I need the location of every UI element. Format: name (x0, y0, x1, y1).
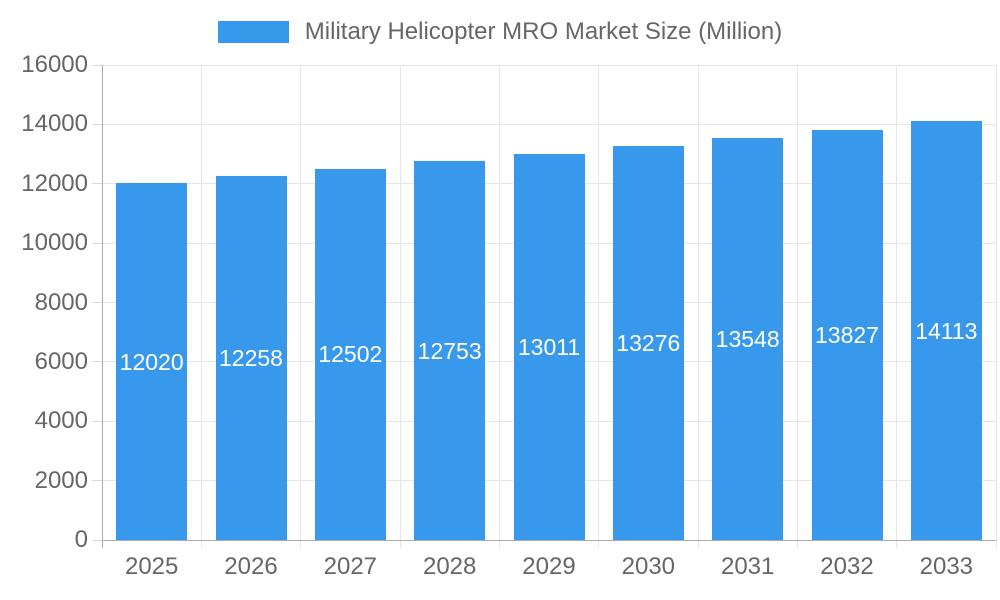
legend[interactable]: Military Helicopter MRO Market Size (Mil… (0, 18, 1000, 46)
x-tick-label: 2025 (124, 553, 179, 580)
x-boundary-gridline (796, 65, 798, 548)
bar-value-label: 13011 (517, 333, 581, 360)
y-tick-label: 14000 (21, 110, 88, 138)
x-boundary-gridline (200, 65, 202, 548)
bar-value-label: 14113 (915, 317, 978, 344)
y-tick-mark (92, 183, 102, 185)
legend-label: Military Helicopter MRO Market Size (Mil… (304, 18, 783, 45)
y-tick-mark (92, 361, 102, 363)
y-tick-mark (92, 302, 102, 303)
y-tick-mark (92, 539, 102, 541)
y-tick-mark (92, 64, 102, 66)
bar-value-label: 12753 (417, 337, 482, 364)
y-tick-label: 0 (74, 526, 88, 553)
x-boundary-gridline (598, 65, 600, 548)
x-tick-label: 2031 (720, 553, 775, 580)
y-tick-mark (92, 242, 102, 244)
legend-swatch-icon (217, 21, 289, 43)
bar: 14113 (910, 121, 982, 540)
bar-value-label: 13276 (616, 329, 681, 356)
plot-area: 0 2000 4000 6000 8000 10000 12000 14000 16000 120… (21, 52, 997, 580)
x-boundary-gridline (995, 65, 997, 548)
bar: 12753 (414, 161, 486, 540)
x-tick-label: 2028 (422, 553, 477, 580)
y-tick-mark (92, 480, 102, 482)
x-tick-label: 2026 (224, 553, 278, 580)
bar: 13011 (513, 153, 585, 540)
bar: 13827 (811, 129, 883, 540)
y-tick-label: 16000 (21, 51, 88, 78)
x-tick-label: 2029 (522, 553, 576, 580)
x-tick-label: 2033 (919, 553, 974, 580)
x-boundary-gridline (498, 65, 500, 548)
bar: 12258 (215, 176, 287, 540)
bar-value-label: 13827 (815, 321, 879, 348)
x-tick-label: 2027 (323, 553, 378, 580)
x-boundary-gridline (300, 65, 302, 548)
bar-value-label: 12020 (119, 348, 184, 375)
bar: 12502 (314, 168, 386, 540)
x-axis-line (102, 539, 996, 541)
y-tick-label: 12000 (21, 169, 88, 197)
y-tick-mark (92, 420, 102, 422)
bar-value-label: 12258 (219, 345, 283, 372)
x-boundary-gridline (896, 65, 898, 548)
y-tick-label: 10000 (21, 229, 88, 257)
y-tick-label: 8000 (34, 288, 88, 316)
y-tick-label: 2000 (34, 466, 88, 494)
y-tick-mark (92, 123, 102, 125)
y-gridline (102, 64, 996, 66)
x-tick-label: 2032 (820, 553, 874, 580)
bar: 13548 (712, 137, 784, 540)
bar-value-label: 12502 (318, 341, 383, 368)
y-tick-label: 6000 (34, 347, 88, 375)
x-boundary-gridline (697, 65, 699, 548)
bar: 13276 (612, 145, 684, 540)
x-tick-label: 2030 (621, 553, 676, 580)
y-tick-label: 4000 (34, 407, 88, 435)
y-axis-line (101, 65, 103, 548)
bar: 12020 (116, 183, 188, 540)
x-boundary-gridline (399, 65, 401, 548)
bar-value-label: 13548 (715, 325, 780, 352)
y-gridline (102, 123, 996, 125)
